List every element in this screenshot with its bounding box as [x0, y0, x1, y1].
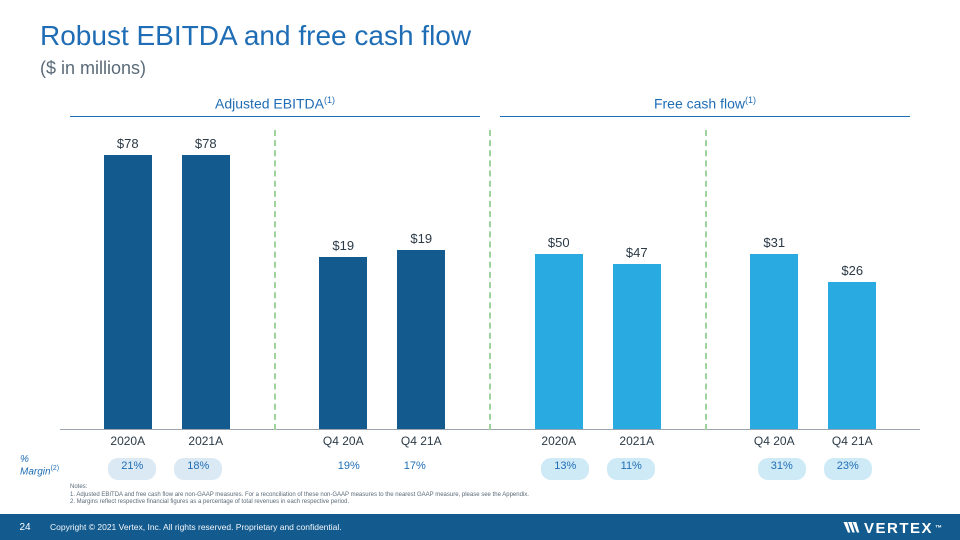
- bar-group: $50: [529, 235, 589, 430]
- page-number: 24: [0, 522, 50, 533]
- vertex-logo-icon: [842, 519, 860, 537]
- chart-panel: $50 $47: [491, 130, 705, 430]
- bar: [397, 250, 445, 430]
- margin-labels: 21% 18% 19% 17% 13% 11% 31% 23%: [60, 458, 920, 480]
- margin-panel: 21% 18%: [60, 458, 271, 480]
- category-label: 2020A: [529, 434, 589, 454]
- category-label: Q4 21A: [391, 434, 451, 454]
- margin-pill: 21%: [108, 458, 156, 480]
- bar-value-label: $26: [841, 263, 863, 278]
- bar-value-label: $31: [763, 235, 785, 250]
- section-headers: Adjusted EBITDA(1) Free cash flow(1): [60, 95, 920, 117]
- chart-area: $78 $78 $19 $19 $50 $47 $31 $26: [60, 130, 920, 430]
- label-panel: Q4 20A Q4 21A: [707, 434, 921, 454]
- bar-value-label: $50: [548, 235, 570, 250]
- bar: [182, 155, 230, 430]
- bar: [104, 155, 152, 430]
- margin-pill: 13%: [541, 458, 589, 480]
- margin-pill: 18%: [174, 458, 222, 480]
- bar-group: $78: [98, 136, 158, 430]
- bar-group: $31: [744, 235, 804, 430]
- footer-bar: 24 Copyright © 2021 Vertex, Inc. All rig…: [0, 514, 960, 540]
- bar: [613, 264, 661, 430]
- bar: [319, 257, 367, 430]
- label-panel: 2020A 2021A: [491, 434, 705, 454]
- category-label: Q4 20A: [744, 434, 804, 454]
- baseline: [707, 429, 921, 430]
- bar: [535, 254, 583, 430]
- bar: [828, 282, 876, 430]
- section-left-rule: [70, 116, 480, 117]
- margin-panel: 19% 17%: [277, 458, 488, 480]
- bar-value-label: $47: [626, 245, 648, 260]
- bar-group: $47: [607, 245, 667, 430]
- margin-panel: 13% 11%: [493, 458, 704, 480]
- margin-pill: 31%: [758, 458, 806, 480]
- baseline: [276, 429, 490, 430]
- chart-panel: $78 $78: [60, 130, 274, 430]
- baseline: [60, 429, 274, 430]
- category-label: Q4 21A: [822, 434, 882, 454]
- chart-panel: $19 $19: [276, 130, 490, 430]
- category-labels: 2020A2021AQ4 20AQ4 21A2020A2021AQ4 20AQ4…: [60, 434, 920, 454]
- margin-pill: 11%: [607, 458, 655, 480]
- bar-group: $78: [176, 136, 236, 430]
- chart-panel: $31 $26: [707, 130, 921, 430]
- category-label: 2020A: [98, 434, 158, 454]
- section-right-rule: [500, 116, 910, 117]
- label-panel: 2020A 2021A: [60, 434, 274, 454]
- subtitle: ($ in millions): [40, 58, 146, 79]
- category-label: 2021A: [176, 434, 236, 454]
- category-label: 2021A: [607, 434, 667, 454]
- margin-pill: 19%: [325, 458, 373, 480]
- margin-panel: 31% 23%: [710, 458, 921, 480]
- margin-pill: 17%: [391, 458, 439, 480]
- bar-value-label: $19: [410, 231, 432, 246]
- baseline: [491, 429, 705, 430]
- copyright: Copyright © 2021 Vertex, Inc. All rights…: [50, 522, 342, 532]
- section-left-label: Adjusted EBITDA(1): [60, 95, 490, 116]
- bar-group: $19: [391, 231, 451, 430]
- margin-pill: 23%: [824, 458, 872, 480]
- footnotes: Notes: 1. Adjusted EBITDA and free cash …: [70, 484, 529, 507]
- slide: Robust EBITDA and free cash flow ($ in m…: [0, 0, 960, 540]
- page-title: Robust EBITDA and free cash flow: [40, 20, 471, 52]
- bar-group: $19: [313, 238, 373, 430]
- section-right-label: Free cash flow(1): [490, 95, 920, 116]
- bar-value-label: $19: [332, 238, 354, 253]
- label-panel: Q4 20A Q4 21A: [276, 434, 490, 454]
- category-label: Q4 20A: [313, 434, 373, 454]
- bar-value-label: $78: [195, 136, 217, 151]
- bar-value-label: $78: [117, 136, 139, 151]
- bar: [750, 254, 798, 430]
- bar-group: $26: [822, 263, 882, 430]
- vertex-logo: VERTEX™: [842, 519, 942, 537]
- margin-axis-label: %Margin(2): [20, 454, 59, 477]
